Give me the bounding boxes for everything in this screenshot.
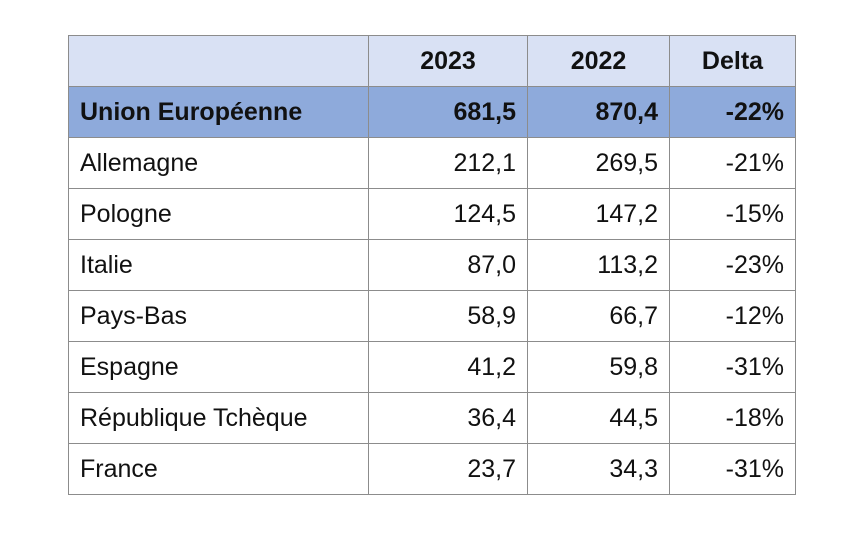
value-2022-cell: 34,3 xyxy=(527,443,670,495)
emissions-table: 2023 2022 Delta Union Européenne 681,5 8… xyxy=(68,35,796,495)
delta-cell: -12% xyxy=(669,290,796,342)
header-cell-delta: Delta xyxy=(669,35,796,87)
table-row: Pologne 124,5 147,2 -15% xyxy=(68,188,796,240)
country-cell: Allemagne xyxy=(68,137,369,189)
table-row: Allemagne 212,1 269,5 -21% xyxy=(68,137,796,189)
delta-cell: -21% xyxy=(669,137,796,189)
value-2023-cell: 87,0 xyxy=(368,239,528,291)
value-2023-cell: 58,9 xyxy=(368,290,528,342)
total-2023-cell: 681,5 xyxy=(368,86,528,138)
value-2022-cell: 44,5 xyxy=(527,392,670,444)
value-2023-cell: 212,1 xyxy=(368,137,528,189)
value-2023-cell: 124,5 xyxy=(368,188,528,240)
table-row: Pays-Bas 58,9 66,7 -12% xyxy=(68,290,796,342)
header-cell-country xyxy=(68,35,369,87)
header-cell-2022: 2022 xyxy=(527,35,670,87)
value-2022-cell: 147,2 xyxy=(527,188,670,240)
value-2022-cell: 59,8 xyxy=(527,341,670,393)
delta-cell: -18% xyxy=(669,392,796,444)
country-cell: République Tchèque xyxy=(68,392,369,444)
value-2023-cell: 36,4 xyxy=(368,392,528,444)
value-2022-cell: 66,7 xyxy=(527,290,670,342)
country-cell: Italie xyxy=(68,239,369,291)
total-delta-cell: -22% xyxy=(669,86,796,138)
country-cell: Espagne xyxy=(68,341,369,393)
country-cell: Pays-Bas xyxy=(68,290,369,342)
total-row: Union Européenne 681,5 870,4 -22% xyxy=(68,86,796,138)
delta-cell: -15% xyxy=(669,188,796,240)
value-2022-cell: 269,5 xyxy=(527,137,670,189)
country-cell: France xyxy=(68,443,369,495)
table-row: Espagne 41,2 59,8 -31% xyxy=(68,341,796,393)
total-name-cell: Union Européenne xyxy=(68,86,369,138)
value-2023-cell: 41,2 xyxy=(368,341,528,393)
value-2022-cell: 113,2 xyxy=(527,239,670,291)
value-2023-cell: 23,7 xyxy=(368,443,528,495)
delta-cell: -31% xyxy=(669,443,796,495)
header-row: 2023 2022 Delta xyxy=(68,35,796,87)
header-cell-2023: 2023 xyxy=(368,35,528,87)
table-row: France 23,7 34,3 -31% xyxy=(68,443,796,495)
delta-cell: -31% xyxy=(669,341,796,393)
delta-cell: -23% xyxy=(669,239,796,291)
total-2022-cell: 870,4 xyxy=(527,86,670,138)
table-row: République Tchèque 36,4 44,5 -18% xyxy=(68,392,796,444)
table-row: Italie 87,0 113,2 -23% xyxy=(68,239,796,291)
country-cell: Pologne xyxy=(68,188,369,240)
